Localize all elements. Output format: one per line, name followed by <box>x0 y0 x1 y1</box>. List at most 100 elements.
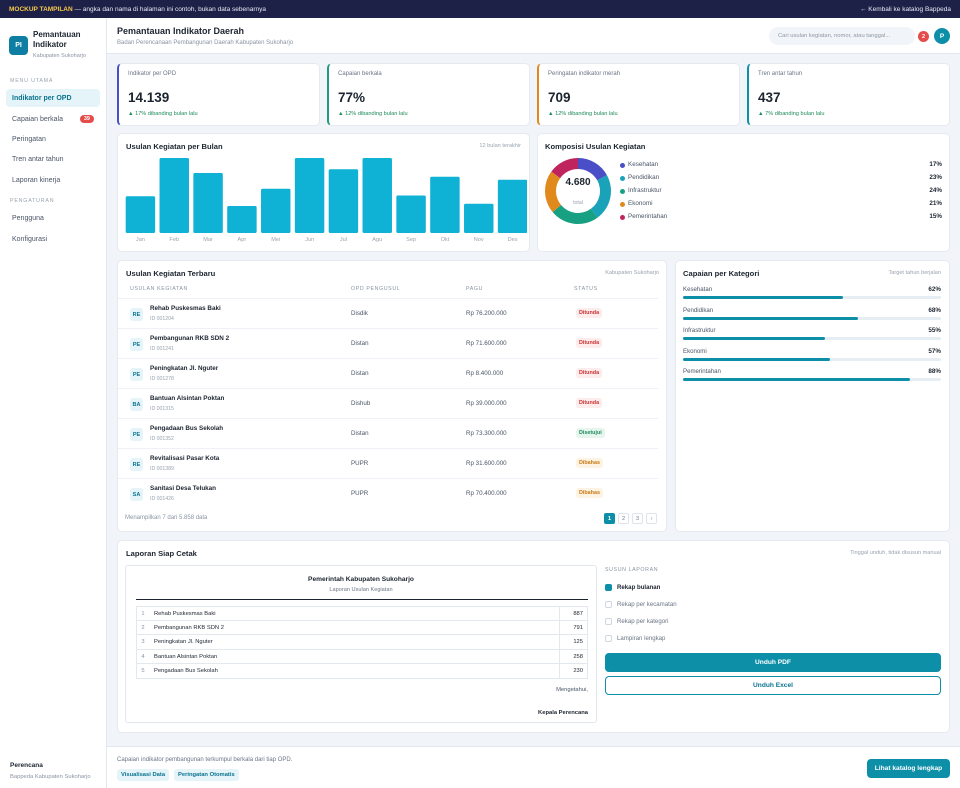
donut-slice[interactable] <box>578 158 607 181</box>
bar[interactable] <box>497 179 527 233</box>
mockup-notice: MOCKUP TAMPILAN — angka dan nama di hala… <box>9 6 266 13</box>
donut-slice[interactable] <box>545 171 562 213</box>
donut-slice[interactable] <box>552 205 598 224</box>
progress-track <box>683 357 941 361</box>
table-row[interactable]: BA Bantuan Alsintan Poktan ID 001315 Dishub… <box>118 388 658 418</box>
page-button-1[interactable]: 1 <box>604 513 615 524</box>
report-row-name: Rehab Puskesmas Baki <box>154 611 216 617</box>
bar[interactable] <box>261 188 291 233</box>
mockup-tag: MOCKUP TAMPILAN <box>9 5 73 13</box>
legend-label: Pendidikan <box>628 174 660 181</box>
donut-total-label: total <box>573 200 583 206</box>
sidebar-item-label: Tren antar tahun <box>12 155 64 163</box>
sidebar-item-laporan-kinerja[interactable]: Laporan kinerja <box>6 171 100 189</box>
activity-initials-icon: RE <box>130 458 143 471</box>
column-header[interactable]: PAGU <box>466 286 484 292</box>
stat-card-peringatan[interactable]: Peringatan indikator merah 709 ▲ 12% dib… <box>537 63 740 126</box>
bar[interactable] <box>328 169 359 233</box>
sidebar-user: Perencana Bappeda Kabupaten Sukoharjo <box>10 762 91 780</box>
bar[interactable] <box>193 173 223 233</box>
catalog-button[interactable]: Lihat katalog lengkap <box>867 759 950 778</box>
legend-swatch <box>620 176 625 181</box>
table-row[interactable]: PE Pembangunan RKB SDN 2 ID 001241 Distan Rp… <box>118 328 658 358</box>
bar[interactable] <box>227 206 257 233</box>
sidebar-item-konfigurasi[interactable]: Konfigurasi <box>6 230 100 248</box>
progress-track <box>683 296 941 299</box>
user-org: Bappeda Kabupaten Sukoharjo <box>10 774 91 780</box>
activity-name: Pengadaan Bus Sekolah <box>150 425 224 432</box>
sidebar-item-pengguna[interactable]: Pengguna <box>6 209 100 227</box>
stat-label: Tren antar tahun <box>758 71 803 77</box>
table-row[interactable]: RE Revitalisasi Pasar Kota ID 001389 PUPR Rp… <box>118 448 658 478</box>
app-title: Pemantauan Indikator <box>33 30 81 49</box>
notification-badge[interactable]: 2 <box>918 31 929 42</box>
monthly-bar-chart: Jan Feb Mar Apr Mei Jun Jul Agu Sep Okt Nov Des <box>125 158 527 243</box>
table-row[interactable]: RE Rehab Puskesmas Baki ID 001204 Disdik Rp … <box>118 298 658 328</box>
donut-slice[interactable] <box>590 175 611 218</box>
stat-change: ▲ 7% dibanding bulan lalu <box>758 111 825 117</box>
download-pdf-button[interactable]: Unduh PDF <box>605 653 941 672</box>
activity-opd: Disdik <box>351 310 368 317</box>
stat-card-indikator[interactable]: Indikator per OPD 14.139 ▲ 17% dibanding… <box>117 63 320 126</box>
sidebar-item-capaian-berkala[interactable]: Capaian berkala 39 <box>6 110 100 128</box>
page-button-2[interactable]: 2 <box>618 513 629 524</box>
bar[interactable] <box>464 203 494 233</box>
checkbox[interactable] <box>605 635 612 642</box>
column-header[interactable]: USULAN KEGIATAN <box>130 286 188 292</box>
recent-activities-card <box>117 260 667 532</box>
checkbox[interactable] <box>605 584 612 591</box>
search-input[interactable] <box>769 27 915 45</box>
checkbox[interactable] <box>605 601 612 608</box>
activity-opd: Distan <box>351 430 369 437</box>
bar[interactable] <box>294 158 325 233</box>
table-row[interactable]: PE Peningkatan Jl. Nguter ID 001278 Distan R… <box>118 358 658 388</box>
page-next-button[interactable]: › <box>646 513 657 524</box>
legend-item: Infrastruktur 24% <box>620 187 942 197</box>
report-row-value: 887 <box>559 607 587 621</box>
progress-fill <box>683 337 825 340</box>
column-header[interactable]: STATUS <box>574 286 598 292</box>
bar[interactable] <box>125 196 156 233</box>
column-header[interactable]: OPD PENGUSUL <box>351 286 401 292</box>
page-subtitle: Badan Perencanaan Pembangunan Daerah Kab… <box>117 40 294 46</box>
bar[interactable] <box>159 158 189 233</box>
report-row-value: 791 <box>559 620 587 634</box>
page-button-3[interactable]: 3 <box>632 513 643 524</box>
progress-track <box>683 378 941 381</box>
category-label: Pendidikan <box>683 306 714 314</box>
avatar[interactable]: P <box>934 28 950 44</box>
report-row-name: Peningkatan Jl. Nguter <box>154 639 213 645</box>
legend-item: Ekonomi 21% <box>620 200 942 210</box>
bar[interactable] <box>362 158 392 233</box>
sidebar-item-peringatan[interactable]: Peringatan <box>6 130 100 148</box>
report-acknowledged: Mengetahui, <box>556 687 588 693</box>
bar[interactable] <box>430 176 460 233</box>
report-row-number: 4 <box>141 653 145 660</box>
x-tick-label: Apr <box>238 237 247 243</box>
x-tick-label: Jun <box>305 237 314 243</box>
download-excel-button[interactable]: Unduh Excel <box>605 676 941 695</box>
activity-id: ID 001315 <box>150 406 174 412</box>
donut-slice[interactable] <box>551 158 578 179</box>
table-row[interactable]: PE Pengadaan Bus Sekolah ID 001352 Distan Rp… <box>118 418 658 448</box>
activity-id: ID 001278 <box>150 376 174 382</box>
activity-name: Pembangunan RKB SDN 2 <box>150 335 230 342</box>
bar[interactable] <box>396 195 426 234</box>
category-percent: 88% <box>928 368 941 375</box>
footer-text: Capaian indikator pembangunan terkumpul … <box>117 757 293 763</box>
legend-label: Kesehatan <box>628 161 659 168</box>
sidebar-item-tren-antar-tahun[interactable]: Tren antar tahun <box>6 150 100 168</box>
activity-id: ID 001241 <box>150 346 174 352</box>
checkbox[interactable] <box>605 618 612 625</box>
report-signer: Kepala Perencana <box>538 710 588 716</box>
legend-item: Kesehatan 17% <box>620 161 942 171</box>
activity-opd: Distan <box>351 340 369 347</box>
sidebar-item-indikator-per-opd[interactable]: Indikator per OPD <box>6 89 100 107</box>
stat-card-tren[interactable]: Tren antar tahun 437 ▲ 7% dibanding bula… <box>747 63 950 126</box>
table-row[interactable]: SA Sanitasi Desa Telukan ID 001426 PUPR Rp 7… <box>118 478 658 508</box>
activity-initials-icon: SA <box>130 488 143 501</box>
back-to-catalog-link[interactable]: ← Kembali ke katalog Bappeda <box>859 5 951 13</box>
card-note: Tinggal unduh, tidak disusun manual <box>850 550 941 556</box>
stat-card-capaian[interactable]: Capaian berkala 77% ▲ 12% dibanding bula… <box>327 63 530 126</box>
activity-initials-icon: BA <box>130 398 143 411</box>
